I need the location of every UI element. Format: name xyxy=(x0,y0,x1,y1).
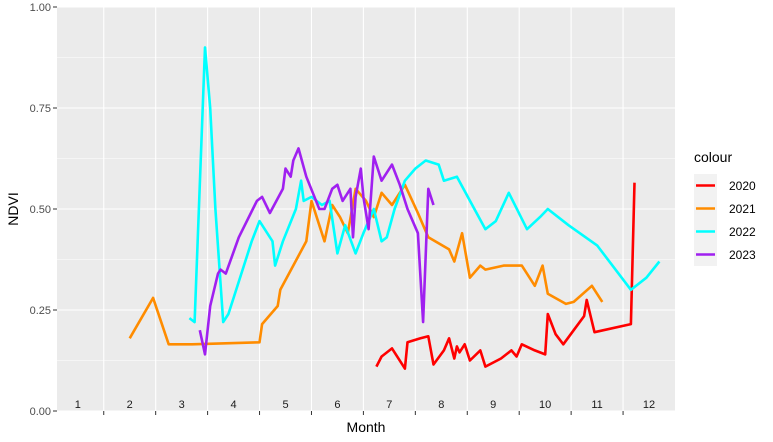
x-tick-label: 12 xyxy=(643,399,655,411)
y-tick-label: 0.00 xyxy=(30,406,51,418)
legend-label-2022: 2022 xyxy=(729,225,756,239)
series-line-2022 xyxy=(188,46,661,324)
series-line-2023 xyxy=(198,147,435,356)
y-tick-label: 0.50 xyxy=(30,204,51,216)
x-tick-label: 8 xyxy=(438,399,444,411)
x-tick-label: 1 xyxy=(75,399,81,411)
x-tick-label: 7 xyxy=(386,399,392,411)
grid-minor xyxy=(57,57,675,361)
legend-label-2020: 2020 xyxy=(729,179,756,193)
x-tick-label: 9 xyxy=(490,399,496,411)
y-tick-label: 0.75 xyxy=(30,103,51,115)
x-tick-label: 2 xyxy=(127,399,133,411)
series-line-2020 xyxy=(375,182,636,370)
x-axis-title: Month xyxy=(347,419,386,435)
y-tick-label: 1.00 xyxy=(30,2,51,14)
y-axis: 0.00 0.25 0.50 0.75 1.00 xyxy=(30,2,57,418)
series-lines xyxy=(128,46,661,370)
x-tick-label: 3 xyxy=(179,399,185,411)
x-tick-label: 4 xyxy=(231,399,237,411)
x-tick-label: 10 xyxy=(539,399,551,411)
series-line-2021 xyxy=(128,183,604,346)
y-axis-title: NDVI xyxy=(5,192,21,225)
x-axis: 1 2 3 4 5 6 7 8 9 10 11 12 xyxy=(75,399,655,415)
legend: colour 2020 2021 2022 2023 xyxy=(694,149,756,266)
legend-title: colour xyxy=(694,149,732,165)
x-tick-label: 11 xyxy=(591,399,602,411)
grid-major xyxy=(57,6,675,412)
x-tick-label: 6 xyxy=(334,399,340,411)
legend-label-2023: 2023 xyxy=(729,248,756,262)
x-tick-label: 5 xyxy=(282,399,288,411)
legend-label-2021: 2021 xyxy=(729,202,756,216)
y-tick-label: 0.25 xyxy=(30,305,51,317)
